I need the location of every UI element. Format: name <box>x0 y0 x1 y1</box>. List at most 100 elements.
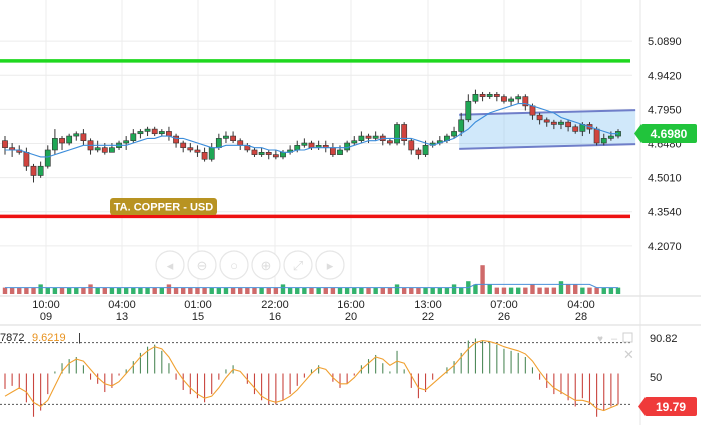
candle <box>451 126 457 139</box>
price-tick-label: 4.2070 <box>648 241 682 253</box>
candle-body <box>194 149 201 153</box>
volume-bar <box>494 287 500 294</box>
volume-bar <box>123 287 129 294</box>
zoom-fit-icon[interactable]: ⤢ <box>283 250 313 280</box>
candle <box>194 145 201 157</box>
close-icon: ✕ <box>623 347 634 362</box>
zoom-reset-icon-ring <box>219 250 249 280</box>
zoom-fit-icon-glyph: ⤢ <box>293 258 303 273</box>
candle-body <box>344 142 351 151</box>
zoom-out-icon-ring <box>187 250 217 280</box>
oscillator-tick-label: 50 <box>650 372 662 384</box>
date-tick-label: 16 <box>269 311 281 323</box>
candle-body <box>408 140 415 151</box>
volume-bar <box>131 287 136 294</box>
channel-bottom-line <box>459 143 636 150</box>
candle <box>351 136 358 146</box>
volume-bar <box>173 287 179 294</box>
volume-bar <box>359 287 364 294</box>
volume-bar <box>287 287 293 294</box>
candle <box>80 129 87 146</box>
time-tick-label: 16:00 <box>337 299 365 311</box>
candle-body <box>59 138 65 144</box>
moving-average-line <box>5 103 618 158</box>
volume-bar <box>480 265 485 294</box>
time-tick-label: 10:00 <box>32 299 60 311</box>
volume-average-line <box>5 283 618 289</box>
volume-bar <box>66 287 72 294</box>
zoom-reset-icon-glyph: ○ <box>230 258 238 273</box>
candle <box>501 94 507 104</box>
candle-body <box>351 140 358 144</box>
candle <box>272 149 279 160</box>
time-tick-label: 01:00 <box>184 299 212 311</box>
volume-bar <box>9 287 15 294</box>
volume-bar <box>401 287 407 294</box>
candle <box>144 126 151 137</box>
volume-bar <box>109 287 115 294</box>
volume-bar <box>230 287 236 294</box>
candle-body <box>123 140 130 144</box>
candle-body <box>51 138 58 151</box>
panel-controls[interactable]: ♥ – ✕ <box>597 332 634 362</box>
volume-bar <box>394 284 400 294</box>
zoom-in-icon-ring <box>251 250 281 280</box>
volume-bar <box>188 287 193 294</box>
candle-body <box>158 131 165 135</box>
zoom-toolbar[interactable]: ◂ ⊖ ○ ⊕ ⤢ ▸ <box>155 250 345 280</box>
oscillator-panel: 90.82 50 <box>0 333 678 417</box>
zoom-out-icon[interactable]: ⊖ <box>187 250 217 280</box>
scroll-right-icon[interactable]: ▸ <box>315 250 345 280</box>
candle-body <box>237 140 244 146</box>
candle-body <box>180 142 187 148</box>
volume-bar <box>116 287 122 294</box>
candle-body <box>166 131 172 137</box>
time-tick-label: 13:00 <box>414 299 442 311</box>
candle <box>600 133 607 146</box>
scroll-left-icon-ring <box>155 250 185 280</box>
candle <box>223 131 229 144</box>
oscillator-value-2: 9.6219 <box>32 332 66 344</box>
candle <box>66 133 73 146</box>
volume-bar <box>24 287 29 294</box>
volume-bar <box>580 287 585 294</box>
volume-bar <box>501 287 507 294</box>
candle-body <box>465 100 472 121</box>
volume-bar <box>216 287 222 294</box>
candles <box>2 89 621 183</box>
zoom-reset-icon[interactable]: ○ <box>219 250 249 280</box>
candle <box>358 131 365 144</box>
volume-bar <box>537 287 542 294</box>
candle-body <box>30 165 37 176</box>
candle <box>187 143 194 153</box>
candle-body <box>301 142 308 146</box>
candle-body <box>294 145 301 151</box>
oscillator-tick-label: 90.82 <box>650 333 678 345</box>
volume-bar <box>309 287 314 294</box>
zoom-out-icon-glyph: ⊖ <box>197 258 208 273</box>
zoom-in-icon[interactable]: ⊕ <box>251 250 281 280</box>
candle-body <box>73 133 80 137</box>
candle-body <box>508 98 514 102</box>
volume-bar <box>594 287 599 294</box>
candle <box>301 138 308 148</box>
scroll-left-icon[interactable]: ◂ <box>155 250 185 280</box>
candle-body <box>130 133 137 141</box>
volume-bar <box>323 287 328 294</box>
symbol-label: TA. COPPER - USD <box>110 198 217 215</box>
volume-bar <box>74 287 79 294</box>
volume-bar <box>587 287 592 294</box>
candle <box>158 129 165 137</box>
volume-bar <box>223 287 229 294</box>
volume-bar <box>437 287 443 294</box>
price-tick-label: 4.7950 <box>648 104 682 116</box>
candle-body <box>109 147 115 153</box>
candle <box>51 129 58 155</box>
scroll-right-icon-ring <box>315 250 345 280</box>
minimize-icon: – <box>611 333 618 345</box>
scroll-left-icon-glyph: ◂ <box>167 258 174 273</box>
volume-bar <box>280 284 286 294</box>
candle <box>387 138 393 146</box>
candle-body <box>265 152 272 155</box>
